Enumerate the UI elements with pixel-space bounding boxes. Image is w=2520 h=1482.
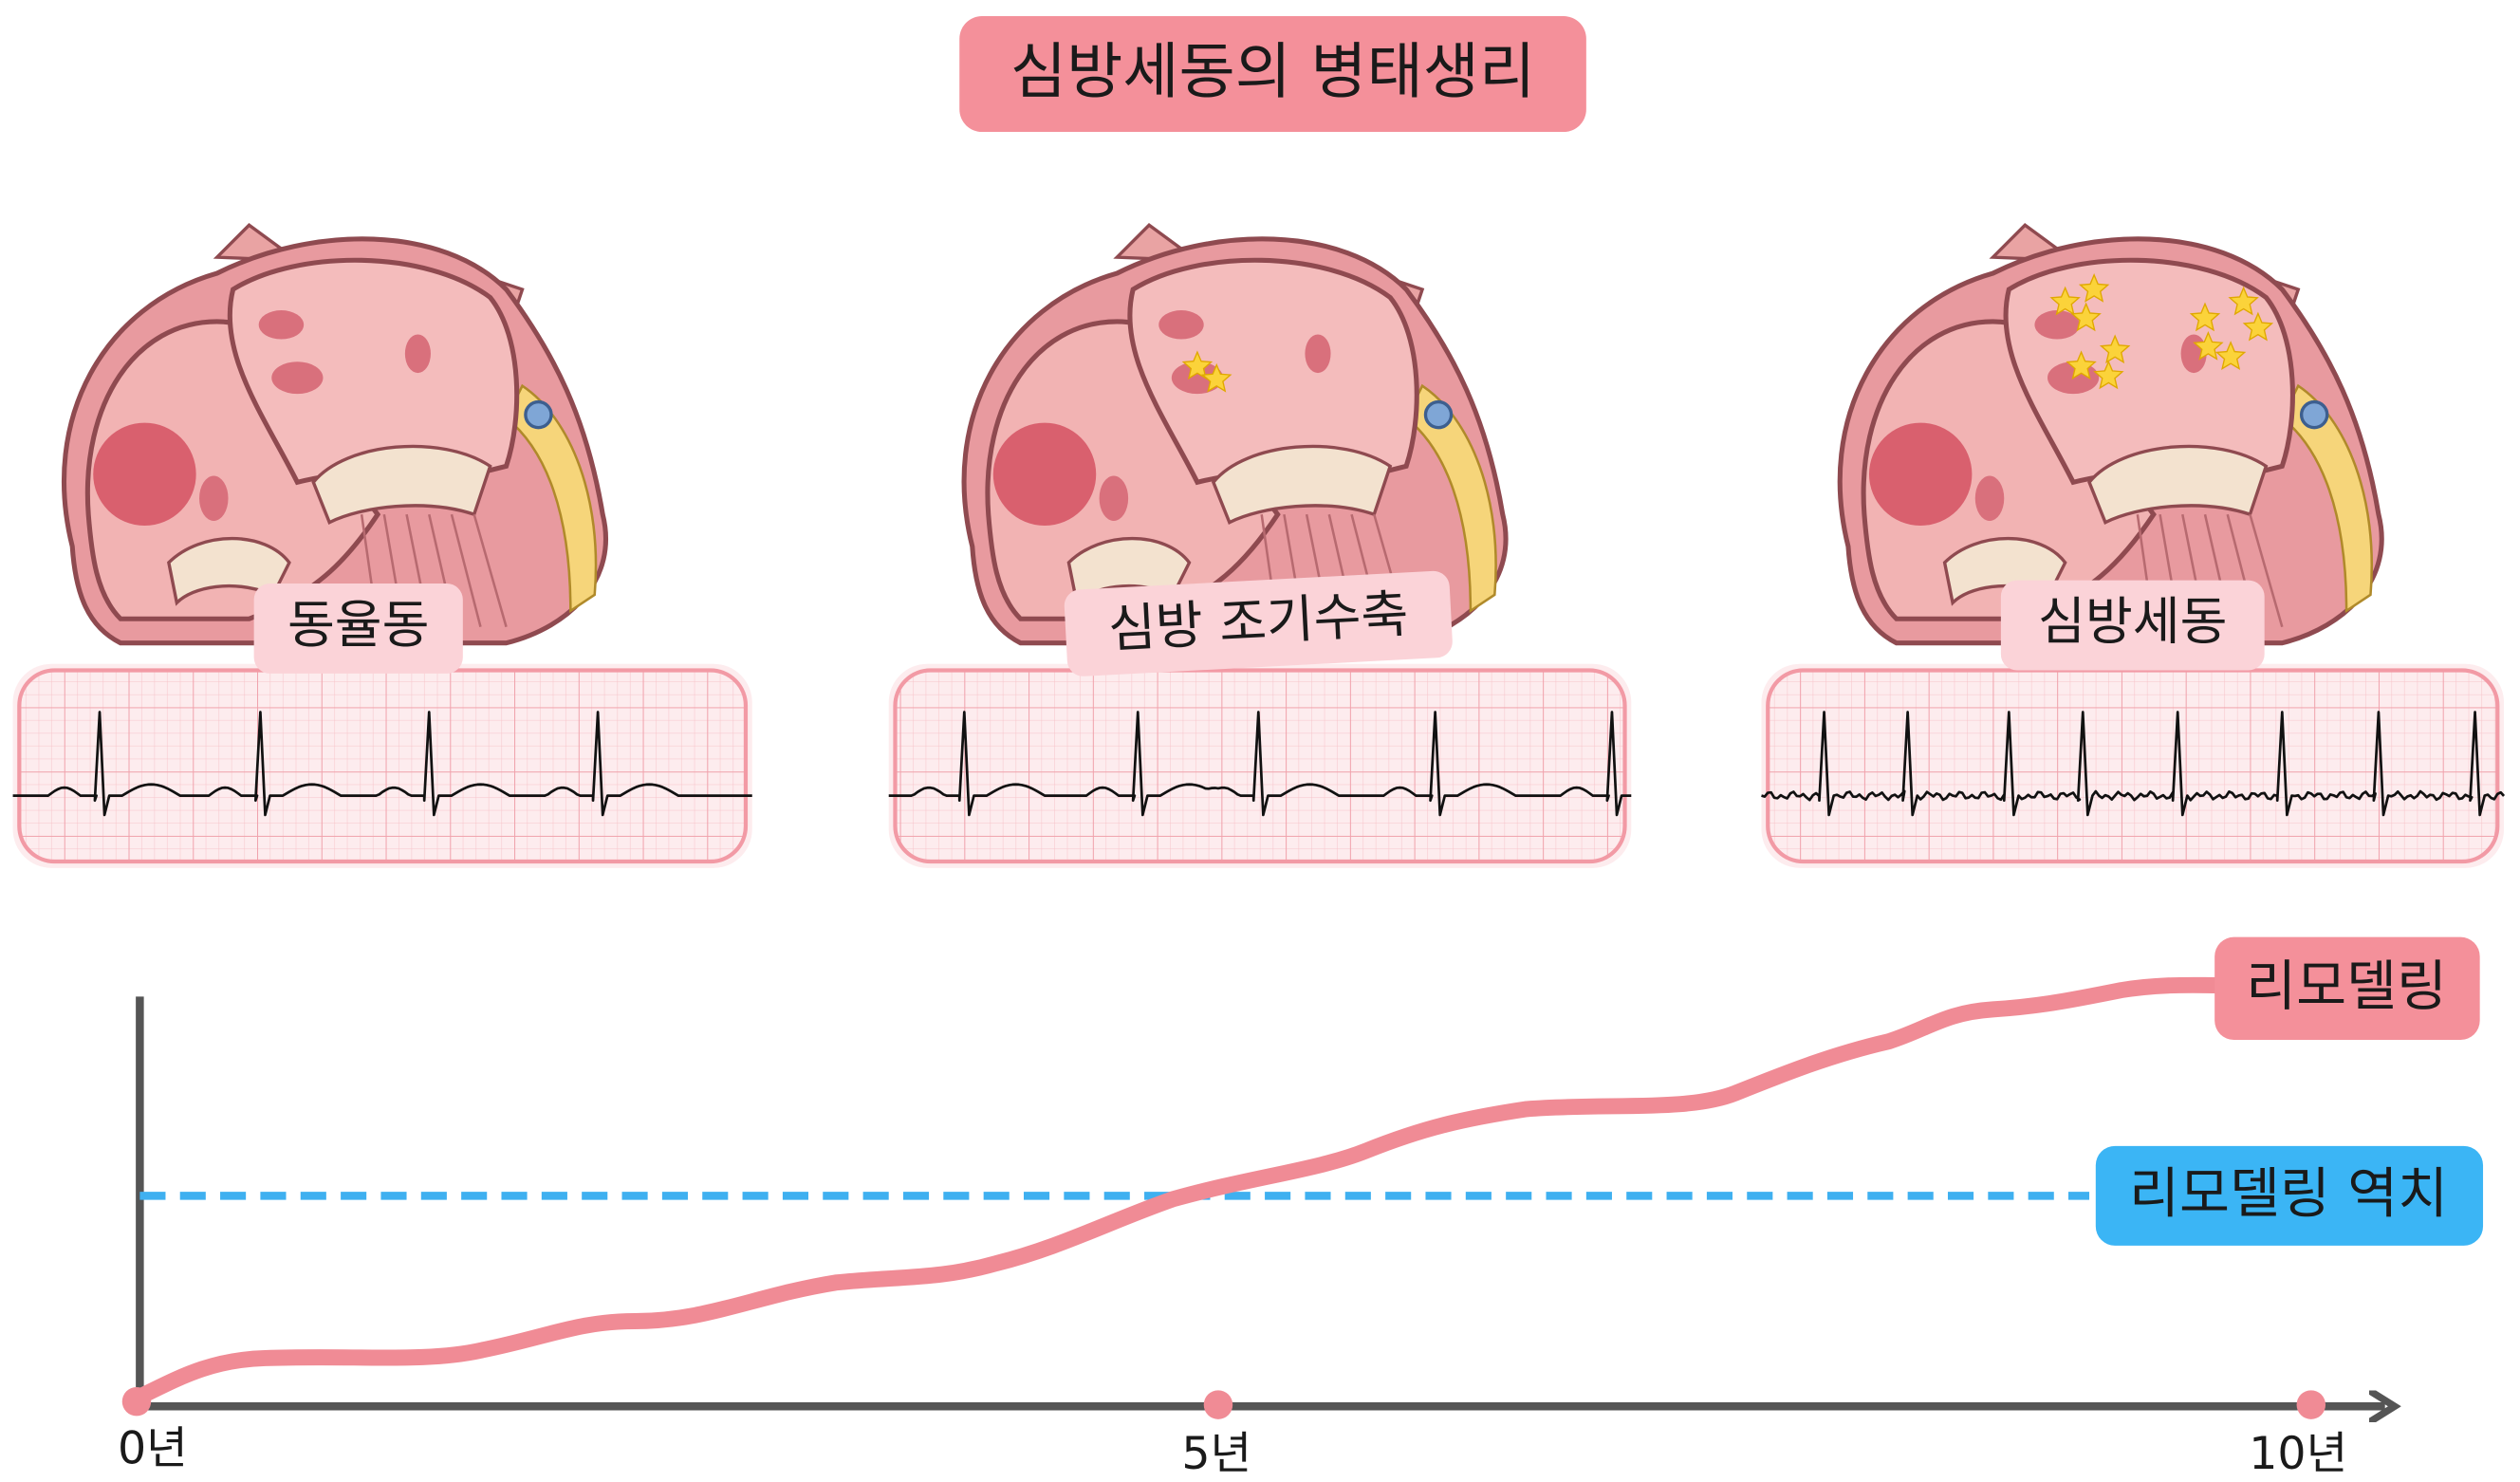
star: [2228, 286, 2259, 316]
yellow-band: [2280, 383, 2373, 614]
heart: [961, 223, 1509, 646]
chord: [450, 513, 482, 628]
curve-label: 리모델링: [2246, 954, 2447, 1018]
x-label: 10년: [2249, 1428, 2347, 1480]
remodeling-curve: [128, 976, 2227, 1407]
label-box: [2000, 580, 2265, 671]
valve: [311, 444, 492, 525]
chamber-spot: [1158, 310, 1204, 340]
star: [1201, 362, 1232, 393]
heart: [62, 223, 609, 646]
star: [2242, 311, 2274, 342]
chamber-spot: [992, 422, 1097, 527]
ecg-grid: [17, 668, 749, 864]
x-label: 0년: [118, 1423, 188, 1475]
vessel-dot: [1423, 399, 1454, 430]
panel-label: 동율동: [287, 595, 430, 655]
panel-label: 심방세동: [2038, 592, 2227, 652]
chord: [472, 513, 508, 628]
ecg-trace: [888, 711, 1632, 817]
timeline-dot: [2296, 1390, 2326, 1419]
valve: [2087, 444, 2269, 525]
timeline-dot: [1203, 1390, 1233, 1419]
star: [2078, 273, 2110, 303]
star: [2214, 341, 2247, 370]
threshold-label: 리모델링 역치: [2129, 1162, 2448, 1226]
chord: [2249, 513, 2284, 628]
threshold-label-box: [2095, 1145, 2484, 1246]
star: [2189, 302, 2221, 332]
ecg-trace: [12, 711, 752, 817]
label-box: [1064, 570, 1453, 676]
star: [2093, 360, 2124, 390]
star: [2049, 286, 2081, 316]
yellow-band: [1404, 383, 1497, 614]
timeline-dot: [121, 1386, 152, 1417]
vessel-dot: [2299, 399, 2329, 430]
chamber-spot: [93, 422, 196, 527]
star: [1181, 350, 1214, 380]
ecg-trace: [1761, 711, 2506, 817]
chamber-spot: [2034, 310, 2080, 340]
star: [2070, 302, 2102, 332]
x-label: 5년: [1181, 1428, 1251, 1480]
chamber-spot: [199, 475, 229, 521]
title-box: [959, 16, 1586, 133]
curve-label-box: [2214, 936, 2480, 1041]
vessel-dot: [524, 399, 553, 430]
yellow-band: [504, 383, 598, 614]
hearts: [62, 223, 2384, 646]
valve: [1211, 444, 1393, 525]
chamber-spot: [1974, 475, 2005, 521]
chamber-spot: [1305, 334, 1331, 374]
star: [2066, 350, 2097, 380]
heart: [1837, 223, 2384, 646]
chamber-spot: [404, 334, 431, 374]
chamber-spot: [1868, 422, 1973, 527]
chamber-spot: [1099, 475, 1129, 521]
chamber-spot: [271, 361, 324, 395]
chamber-spot: [258, 310, 305, 340]
ecg-grid: [1766, 668, 2500, 864]
right-chamber: [227, 257, 520, 486]
star: [2099, 334, 2131, 364]
right-chamber: [1127, 257, 1419, 486]
title: 심방세동의 병태생리: [1010, 36, 1535, 107]
label-box: [253, 584, 463, 674]
valve: [167, 537, 291, 606]
ecg-strips: [12, 663, 2506, 868]
star: [2193, 331, 2224, 361]
